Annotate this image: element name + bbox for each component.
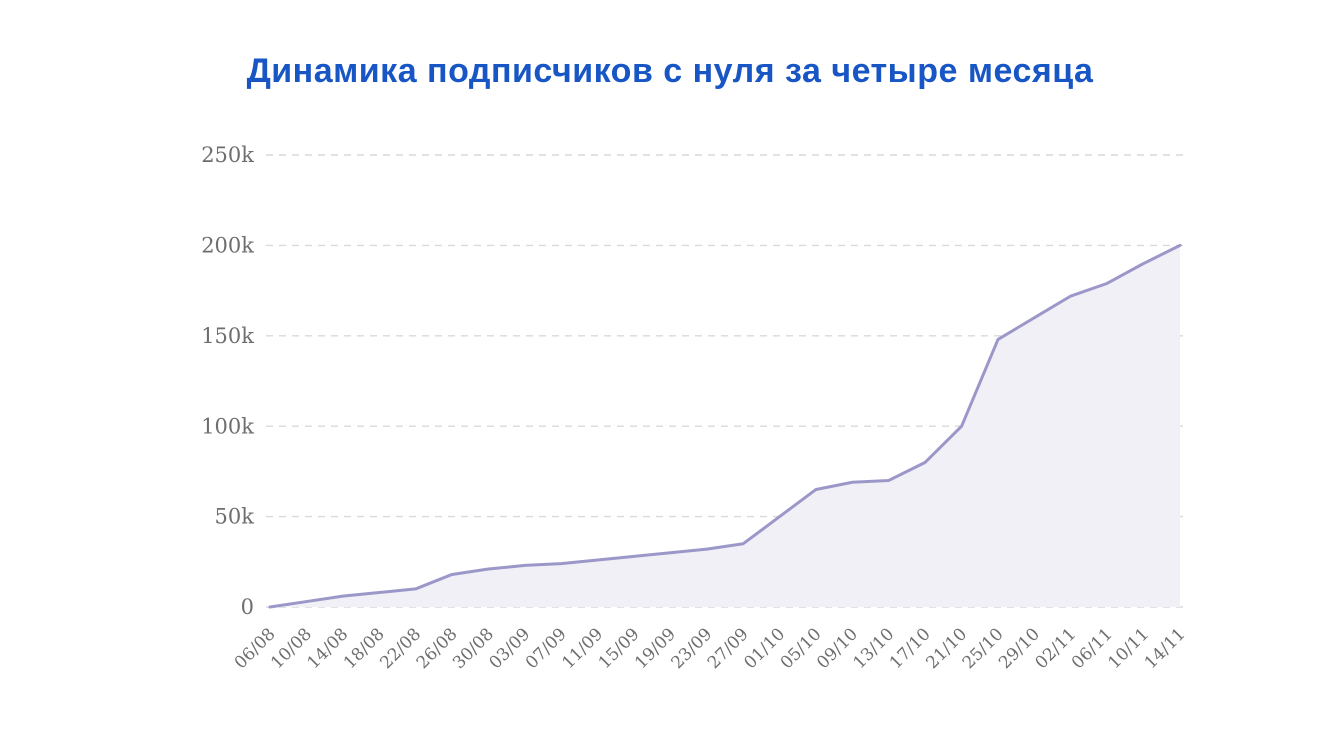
y-tick-label: 50k — [215, 505, 255, 529]
x-tick-label: 01/10 — [740, 624, 789, 673]
x-tick-label: 11/09 — [558, 624, 607, 673]
x-tick-label: 27/09 — [704, 624, 753, 673]
x-tick-label: 30/08 — [449, 624, 498, 673]
y-tick-label: 100k — [201, 414, 254, 438]
x-tick-label: 17/10 — [886, 624, 935, 673]
x-tick-label: 22/08 — [376, 624, 425, 673]
x-tick-label: 09/10 — [813, 624, 862, 673]
x-tick-label: 15/09 — [595, 624, 644, 673]
x-tick-label: 10/08 — [267, 624, 316, 673]
y-tick-label: 200k — [201, 234, 254, 258]
x-tick-label: 14/08 — [304, 624, 353, 673]
x-tick-label: 29/10 — [995, 624, 1044, 673]
x-tick-label: 13/10 — [850, 624, 899, 673]
chart-title: Динамика подписчиков с нуля за четыре ме… — [246, 52, 1094, 90]
trend-line — [268, 243, 1182, 609]
x-tick-label: 21/10 — [922, 624, 971, 673]
y-tick-label: 150k — [201, 324, 254, 348]
y-tick-label: 250k — [201, 143, 254, 167]
x-tick-label: 06/08 — [231, 624, 280, 673]
x-tick-label: 02/11 — [1032, 624, 1081, 673]
x-tick-label: 10/11 — [1104, 624, 1153, 673]
area-fill — [270, 245, 1180, 607]
x-tick-label: 05/10 — [777, 624, 826, 673]
x-tick-label: 25/10 — [959, 624, 1008, 673]
y-tick-label: 0 — [241, 595, 254, 619]
x-tick-label: 07/09 — [522, 624, 571, 673]
x-tick-label: 18/08 — [340, 624, 389, 673]
x-tick-label: 26/08 — [413, 624, 462, 673]
x-tick-label: 23/09 — [668, 624, 717, 673]
x-tick-label: 03/09 — [486, 624, 535, 673]
x-tick-label: 19/09 — [631, 624, 680, 673]
x-tick-label: 14/11 — [1141, 624, 1190, 673]
x-tick-label: 06/11 — [1068, 624, 1117, 673]
